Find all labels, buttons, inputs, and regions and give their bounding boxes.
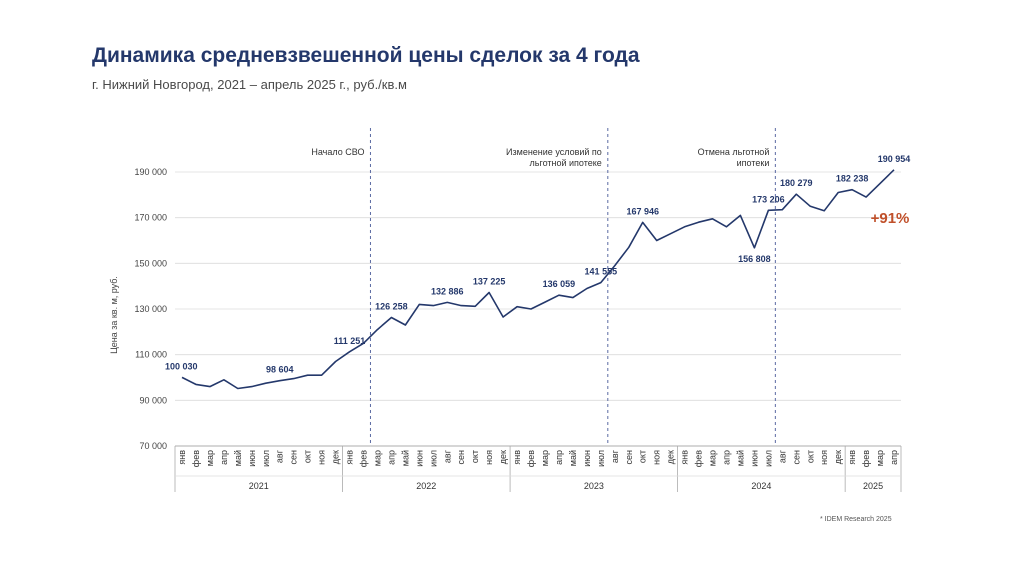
- x-tick-label: ноя: [317, 450, 327, 465]
- x-tick-label: апр: [219, 450, 229, 465]
- x-tick-label: мар: [875, 450, 885, 466]
- x-tick-label: май: [568, 450, 578, 466]
- x-tick-label: июн: [749, 450, 759, 467]
- x-tick-label: фев: [526, 450, 536, 467]
- year-label: 2022: [416, 481, 436, 491]
- year-label: 2023: [584, 481, 604, 491]
- x-tick-label: июл: [261, 450, 271, 467]
- event-label: льготной ипотеке: [530, 158, 602, 168]
- x-tick-label: янв: [512, 450, 522, 465]
- x-tick-label: апр: [889, 450, 899, 465]
- x-tick-label: сен: [791, 450, 801, 465]
- data-label: 141 555: [585, 267, 618, 277]
- x-tick-label: ноя: [819, 450, 829, 465]
- x-tick-label: июн: [414, 450, 424, 467]
- x-tick-label: июл: [596, 450, 606, 467]
- x-tick-label: дек: [833, 450, 843, 464]
- y-tick-label: 170 000: [134, 213, 167, 223]
- y-tick-label: 70 000: [139, 441, 167, 451]
- y-tick-label: 130 000: [134, 304, 167, 314]
- x-tick-label: ноя: [652, 450, 662, 465]
- data-label: 182 238: [836, 174, 869, 184]
- data-label: 98 604: [266, 365, 294, 375]
- x-tick-label: дек: [331, 450, 341, 464]
- year-label: 2021: [249, 481, 269, 491]
- event-label: ипотеки: [737, 158, 770, 168]
- x-tick-label: сен: [624, 450, 634, 465]
- page-subtitle: г. Нижний Новгород, 2021 – апрель 2025 г…: [92, 77, 407, 92]
- y-tick-label: 110 000: [135, 350, 167, 360]
- y-tick-label: 90 000: [139, 395, 167, 405]
- data-label: 173 206: [752, 194, 785, 204]
- x-tick-label: окт: [470, 450, 480, 463]
- price-series-line: [181, 169, 895, 390]
- x-tick-label: фев: [694, 450, 704, 467]
- x-tick-label: мар: [372, 450, 382, 466]
- data-label: 126 258: [375, 302, 408, 312]
- x-tick-label: авг: [610, 449, 620, 463]
- growth-annotation: +91%: [871, 210, 910, 227]
- x-tick-label: май: [400, 450, 410, 466]
- x-tick-label: мар: [205, 450, 215, 466]
- x-tick-label: авг: [442, 449, 452, 463]
- x-tick-label: сен: [289, 450, 299, 465]
- x-tick-label: фев: [191, 450, 201, 467]
- x-tick-label: июл: [428, 450, 438, 467]
- data-label: 111 251: [334, 336, 366, 346]
- x-tick-label: окт: [638, 450, 648, 463]
- x-tick-label: июл: [763, 450, 773, 467]
- x-tick-label: фев: [861, 450, 871, 467]
- year-label: 2025: [863, 481, 883, 491]
- y-axis-title: Цена за кв. м, руб.: [109, 276, 119, 354]
- x-tick-label: дек: [498, 450, 508, 464]
- x-tick-label: янв: [680, 450, 690, 465]
- data-label: 180 279: [780, 178, 813, 188]
- x-tick-label: июн: [247, 450, 257, 467]
- year-label: 2024: [751, 481, 771, 491]
- data-label: 136 059: [543, 279, 576, 289]
- x-tick-label: ноя: [484, 450, 494, 465]
- x-tick-label: мар: [708, 450, 718, 466]
- data-label: 167 946: [626, 206, 659, 216]
- x-tick-label: апр: [554, 450, 564, 465]
- x-tick-label: окт: [303, 450, 313, 463]
- x-tick-label: фев: [358, 450, 368, 467]
- x-tick-label: апр: [721, 450, 731, 465]
- data-label: 100 030: [165, 361, 198, 371]
- source-note: * IDEM Research 2025: [820, 516, 892, 523]
- page-title: Динамика средневзвешенной цены сделок за…: [92, 44, 640, 67]
- x-tick-label: сен: [456, 450, 466, 465]
- data-label: 156 808: [738, 254, 771, 264]
- x-tick-label: янв: [177, 450, 187, 465]
- x-tick-label: июн: [582, 450, 592, 467]
- x-tick-label: янв: [345, 450, 355, 465]
- x-tick-label: май: [735, 450, 745, 466]
- x-tick-label: авг: [777, 449, 787, 463]
- data-label: 137 225: [473, 277, 506, 287]
- data-label: 190 954: [878, 154, 911, 164]
- x-tick-label: мар: [540, 450, 550, 466]
- x-tick-label: янв: [847, 450, 857, 465]
- y-tick-label: 190 000: [134, 167, 167, 177]
- x-tick-label: май: [233, 450, 243, 466]
- event-label: Изменение условий по: [506, 147, 602, 157]
- x-tick-label: окт: [805, 450, 815, 463]
- y-tick-label: 150 000: [134, 258, 167, 268]
- event-label: Отмена льготной: [698, 147, 770, 157]
- x-tick-label: авг: [275, 449, 285, 463]
- event-label: Начало СВО: [311, 147, 364, 157]
- x-tick-label: дек: [666, 450, 676, 464]
- data-label: 132 886: [431, 286, 464, 296]
- x-tick-label: апр: [386, 450, 396, 465]
